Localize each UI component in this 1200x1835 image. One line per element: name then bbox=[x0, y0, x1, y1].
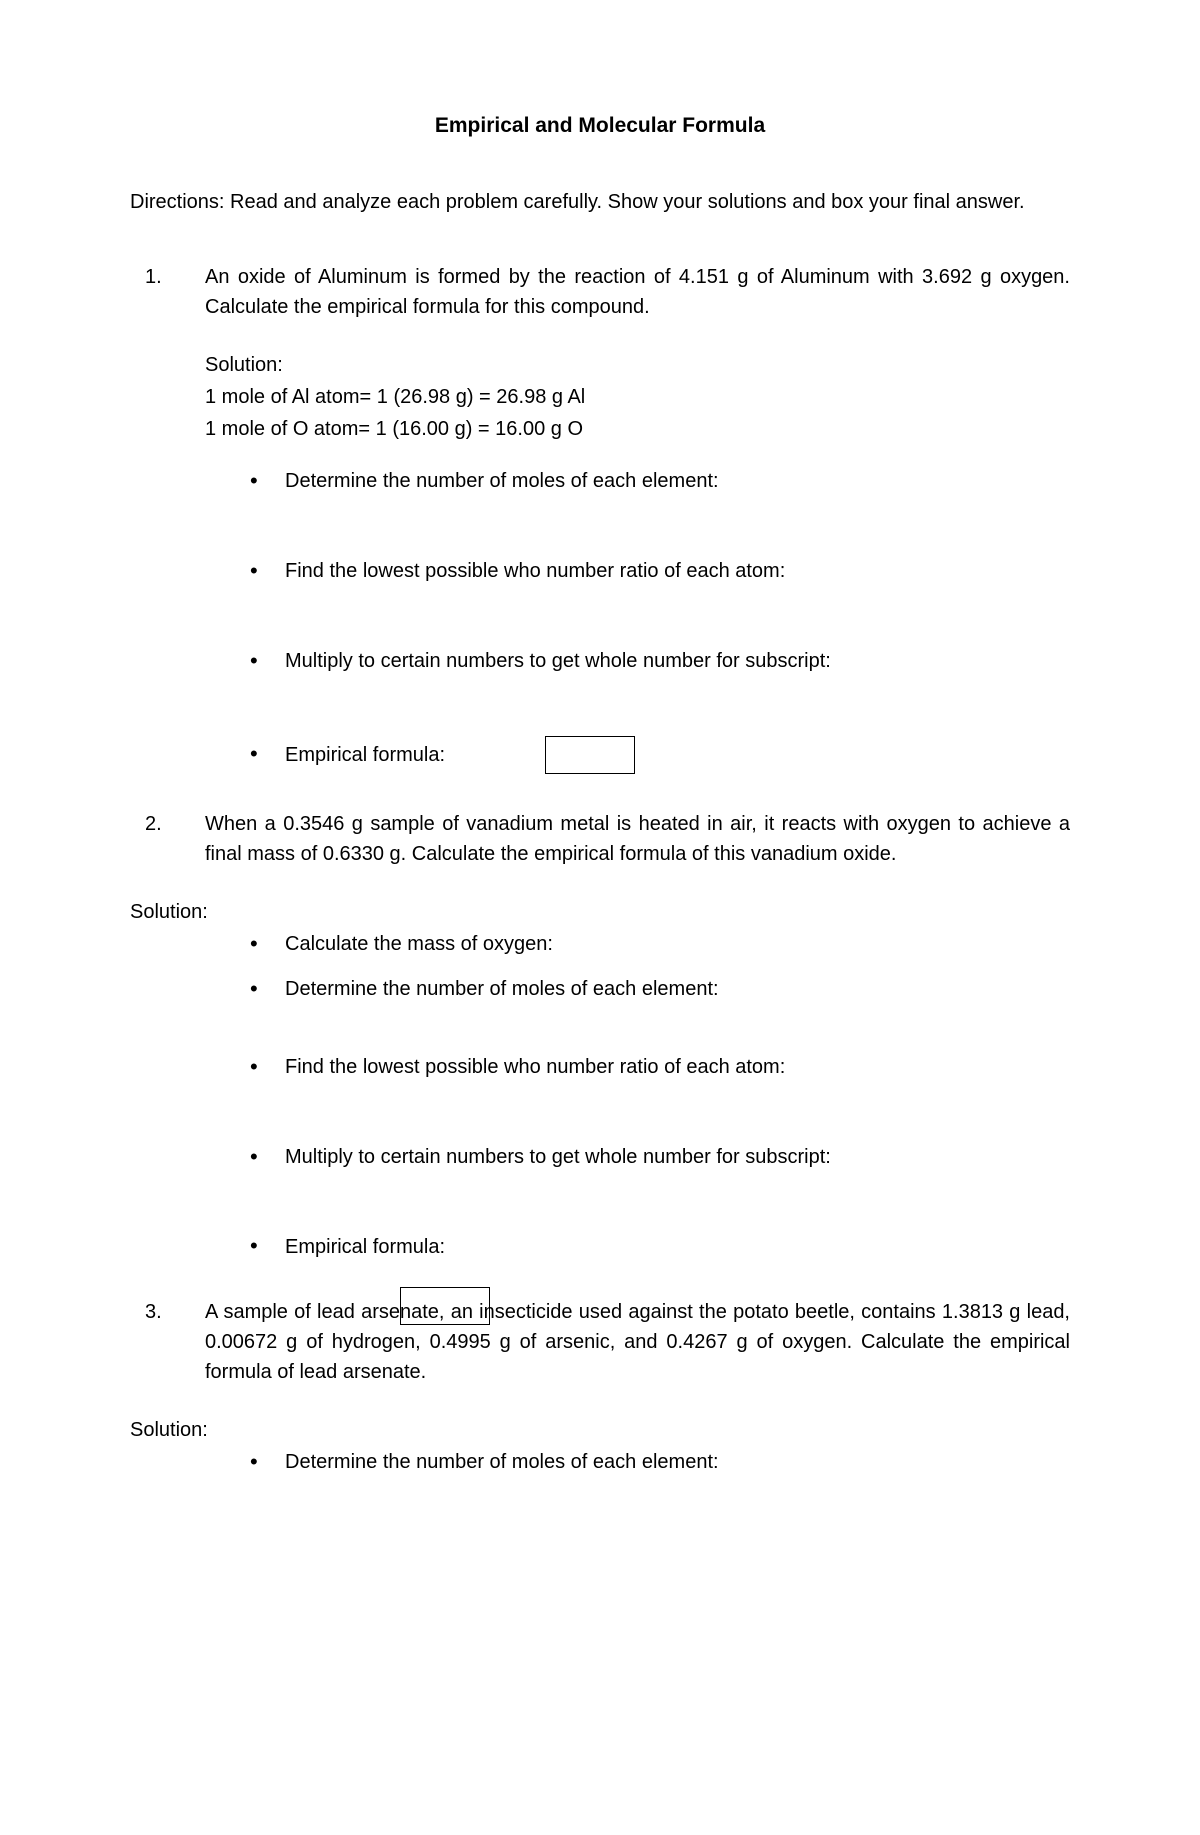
document-title: Empirical and Molecular Formula bbox=[130, 110, 1070, 142]
problem-3-bullets: Determine the number of moles of each el… bbox=[130, 1447, 1070, 1477]
problem-1-empirical-label: Empirical formula: bbox=[285, 740, 445, 770]
problem-2-body: When a 0.3546 g sample of vanadium metal… bbox=[205, 813, 1070, 865]
problem-1-solution-label: Solution: bbox=[130, 350, 1070, 380]
problem-2-bullet-5: Empirical formula: bbox=[250, 1232, 1070, 1262]
problem-1-body: An oxide of Aluminum is formed by the re… bbox=[205, 266, 1070, 318]
problem-3-number: 3. bbox=[175, 1297, 205, 1327]
problem-2-number: 2. bbox=[175, 809, 205, 839]
problem-1-solution-line-2: 1 mole of O atom= 1 (16.00 g) = 16.00 g … bbox=[130, 414, 1070, 444]
problem-1-number: 1. bbox=[175, 262, 205, 292]
problem-1-solution-line-1: 1 mole of Al atom= 1 (26.98 g) = 26.98 g… bbox=[130, 382, 1070, 412]
problem-2-empirical-label: Empirical formula: bbox=[285, 1232, 445, 1262]
problem-list: 1.An oxide of Aluminum is formed by the … bbox=[130, 262, 1070, 1477]
answer-box-2 bbox=[400, 1287, 490, 1325]
problem-1-bullets: Determine the number of moles of each el… bbox=[130, 466, 1070, 774]
problem-2-text: 2.When a 0.3546 g sample of vanadium met… bbox=[130, 809, 1070, 869]
problem-2-bullet-3: Find the lowest possible who number rati… bbox=[250, 1052, 1070, 1082]
answer-box-1 bbox=[545, 736, 635, 774]
problem-1-bullet-1: Determine the number of moles of each el… bbox=[250, 466, 1070, 496]
problem-2-solution-label: Solution: bbox=[130, 897, 1070, 927]
problem-3-bullet-1: Determine the number of moles of each el… bbox=[250, 1447, 1070, 1477]
problem-2-bullet-4: Multiply to certain numbers to get whole… bbox=[250, 1142, 1070, 1172]
problem-1-bullet-3: Multiply to certain numbers to get whole… bbox=[250, 646, 1070, 676]
directions-text: Directions: Read and analyze each proble… bbox=[130, 187, 1070, 217]
problem-1-bullet-4: Empirical formula: bbox=[250, 736, 1070, 774]
problem-3-body: A sample of lead arsenate, an insecticid… bbox=[205, 1301, 1070, 1383]
problem-1: 1.An oxide of Aluminum is formed by the … bbox=[130, 262, 1070, 774]
problem-3-text: 3.A sample of lead arsenate, an insectic… bbox=[130, 1297, 1070, 1387]
problem-2-bullets: Calculate the mass of oxygen: Determine … bbox=[130, 929, 1070, 1262]
problem-2-bullet-1: Calculate the mass of oxygen: bbox=[250, 929, 1070, 959]
problem-3-solution-label: Solution: bbox=[130, 1415, 1070, 1445]
problem-2-bullet-2: Determine the number of moles of each el… bbox=[250, 974, 1070, 1004]
problem-1-bullet-2: Find the lowest possible who number rati… bbox=[250, 556, 1070, 586]
problem-2: 2.When a 0.3546 g sample of vanadium met… bbox=[130, 809, 1070, 1262]
problem-3: 3.A sample of lead arsenate, an insectic… bbox=[130, 1297, 1070, 1477]
problem-1-text: 1.An oxide of Aluminum is formed by the … bbox=[130, 262, 1070, 322]
